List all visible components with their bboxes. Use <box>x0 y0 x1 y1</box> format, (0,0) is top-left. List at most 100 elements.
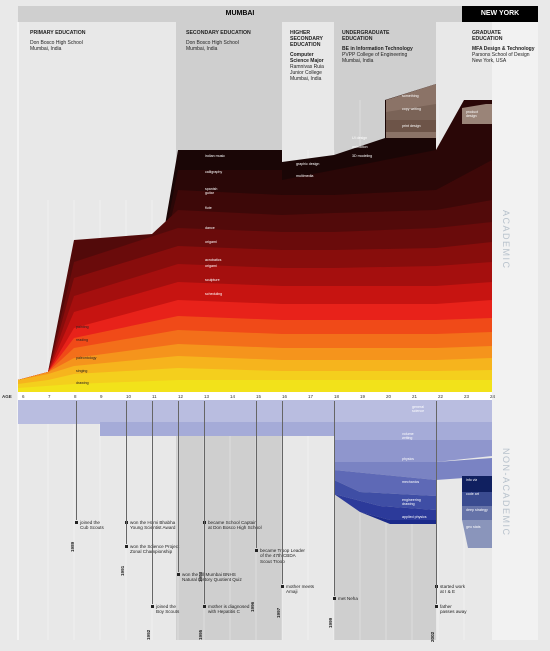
stream-label: indian music <box>205 154 225 158</box>
event-marker <box>176 573 180 576</box>
stream-label: drawing <box>76 381 89 385</box>
age-tick-label: 11 <box>152 394 157 399</box>
event-text: won the All Mumbai BNHS Natural History … <box>182 572 242 583</box>
age-tick-label: 17 <box>308 394 314 399</box>
event-year: 2002 <box>430 631 435 642</box>
stream-label: singing <box>76 369 88 373</box>
stage-degree: MFA Design & Technology <box>472 46 535 52</box>
stream-label: dance <box>205 226 215 230</box>
stream-label: multimedia <box>296 174 314 178</box>
stage-degree: BE in Information Technology <box>342 46 413 52</box>
stream-label: painting <box>76 325 89 329</box>
stream-label: general science <box>412 405 425 413</box>
header-newyork: NEW YORK <box>480 10 520 17</box>
stream-label: something <box>402 94 419 98</box>
event-text: became School Captain at Don Bosco High … <box>208 520 262 531</box>
label-non-academic: NON-ACADEMIC <box>501 448 511 537</box>
age-tick-label: 8 <box>74 394 77 399</box>
event-text: became Troop Leader of the 47th CBDA Sco… <box>260 548 305 564</box>
stream-label: sculpture <box>205 278 220 282</box>
event-marker <box>434 605 438 608</box>
event-marker <box>280 585 284 588</box>
stage-title: HIGHER SECONDARY EDUCATION <box>290 30 323 48</box>
stream-label: calligraphy <box>205 170 223 174</box>
stream-label: product design <box>466 110 478 118</box>
event-marker <box>254 549 258 552</box>
stream-label: paleontology <box>76 356 97 360</box>
stage-body: Don Bosco High School Mumbai, India <box>186 40 239 52</box>
stream-label: print design <box>402 124 421 128</box>
age-tick-label: 23 <box>464 394 470 399</box>
stage-title: UNDERGRADUATE EDUCATION <box>342 30 390 42</box>
event-stem <box>334 401 335 596</box>
event-text: started work at I & E <box>440 584 466 595</box>
event-text: joined the Cub Scouts <box>80 520 104 531</box>
stream-label: copy writing <box>402 107 421 111</box>
stream-label: applied physics <box>402 515 427 519</box>
stream-label: animation <box>352 145 368 149</box>
age-tick-label: 21 <box>412 394 418 399</box>
stream-label: deep strategy <box>466 508 488 512</box>
event-year: 1995 <box>198 629 203 640</box>
age-tick-label: 22 <box>438 394 444 399</box>
stage-title: GRADUATE EDUCATION <box>472 30 503 42</box>
age-tick-label: 20 <box>386 394 392 399</box>
age-tick-label: 15 <box>256 394 262 399</box>
stream-label: volume writing <box>402 432 414 440</box>
age-tick-label: 24 <box>490 394 496 399</box>
non-academic-streams <box>18 400 492 548</box>
stream-label: scheduling <box>205 292 223 296</box>
stream-label: reading <box>76 338 88 342</box>
event-year: 1993 <box>198 571 203 582</box>
bg-margin <box>492 22 538 640</box>
event-text: won the Science Project Zonal Championsh… <box>130 544 180 555</box>
age-tick-label: 10 <box>126 394 132 399</box>
event-text: joined the Boy Scouts <box>156 604 180 615</box>
event-stem <box>76 401 77 520</box>
event-stem <box>126 401 127 544</box>
stream-label: physics <box>402 457 414 461</box>
header-mumbai: MUMBAI <box>225 10 255 17</box>
stream-label: engineering drawing <box>402 498 421 506</box>
label-academic: ACADEMIC <box>501 210 511 270</box>
event-marker <box>150 605 154 608</box>
event-text: mother meets Amaji <box>286 584 315 595</box>
age-tick-label: 19 <box>360 394 366 399</box>
stream-label: graphic design <box>296 162 320 166</box>
event-stem <box>282 401 283 584</box>
event-stem <box>436 401 437 604</box>
event-year: 1991 <box>120 565 125 576</box>
stage-graduate: GRADUATE EDUCATION MFA Design & Technolo… <box>472 30 538 64</box>
age-axis-bar <box>18 392 492 400</box>
event-year: 1999 <box>328 617 333 628</box>
event-marker <box>202 605 206 608</box>
event-year: 1992 <box>146 629 151 640</box>
event-year: 1996 <box>250 601 255 612</box>
stream-label: code art <box>466 492 479 496</box>
event-text: mother is diagnosed with Hepatitis C <box>208 604 250 615</box>
stream-label: UI design <box>352 136 368 140</box>
academic-streams <box>18 84 492 392</box>
event-marker <box>74 521 78 524</box>
age-axis-title: AGE <box>2 394 12 399</box>
stage-higher-secondary: HIGHER SECONDARY EDUCATION Computer Scie… <box>290 30 334 82</box>
event-text: father passes away <box>440 604 467 615</box>
stream-label: 3D modeling <box>352 154 373 158</box>
stage-secondary: SECONDARY EDUCATION Don Bosco High Schoo… <box>186 30 280 52</box>
stage-title: SECONDARY EDUCATION <box>186 30 251 36</box>
stage-primary: PRIMARY EDUCATION Don Bosco High School … <box>30 30 170 52</box>
stage-title: PRIMARY EDUCATION <box>30 30 86 36</box>
event-stem <box>204 401 205 604</box>
stream-label: spanish guitar <box>205 187 218 195</box>
event-year: 1989 <box>70 541 75 552</box>
stream-label: origami <box>205 264 217 268</box>
event-stem <box>152 401 153 604</box>
stream-label: acrobatics <box>205 258 222 262</box>
event-stem <box>178 401 179 572</box>
stage-body: Parsons School of Design New York, USA <box>472 52 530 64</box>
stage-body: PVPP College of Engineering Mumbai, Indi… <box>342 52 408 64</box>
stream-label: info viz <box>466 478 478 482</box>
age-tick-label: 9 <box>100 394 103 399</box>
event-marker <box>332 597 336 600</box>
